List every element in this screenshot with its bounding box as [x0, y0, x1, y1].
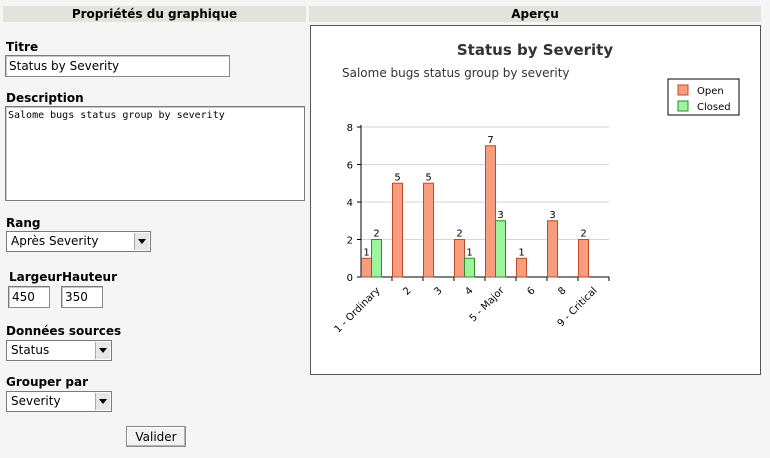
data-label: 1	[363, 247, 369, 258]
legend-label-closed: Closed	[697, 102, 731, 113]
rank-label: Rang	[6, 216, 41, 230]
legend-swatch-closed	[677, 100, 689, 112]
data-label: 3	[497, 210, 503, 221]
preview-header: Aperçu	[309, 6, 761, 22]
data-label: 1	[466, 247, 472, 258]
source-data-label: Données sources	[6, 324, 122, 338]
chevron-down-icon[interactable]	[134, 233, 149, 250]
description-textarea[interactable]: Salome bugs status group by severity	[5, 106, 305, 201]
data-label: 2	[373, 229, 379, 240]
bar-open	[392, 182, 403, 278]
title-label: Titre	[6, 40, 39, 54]
group-by-label: Grouper par	[6, 375, 88, 389]
y-tick-label: 6	[347, 161, 353, 172]
y-tick-label: 2	[347, 236, 353, 247]
bar-closed	[495, 220, 506, 278]
group-by-select[interactable]: Severity	[6, 391, 112, 412]
legend-label-open: Open	[697, 86, 724, 97]
data-label: 7	[487, 135, 493, 146]
data-label: 1	[518, 247, 524, 258]
x-tick-label: 1 - Ordinary	[333, 285, 383, 335]
x-tick-label: 3	[432, 285, 444, 297]
chart-preview: Status by Severity Salome bugs status gro…	[310, 25, 761, 375]
source-data-select[interactable]: Status	[6, 340, 112, 361]
description-label: Description	[6, 91, 84, 105]
source-data-select-value: Status	[11, 343, 50, 357]
submit-button[interactable]: Valider	[126, 426, 186, 447]
data-label: 5	[425, 172, 431, 183]
x-tick-label: 6	[525, 285, 537, 297]
chevron-down-icon[interactable]	[95, 342, 110, 359]
bar-closed	[371, 239, 382, 278]
chart: Status by Severity Salome bugs status gro…	[333, 41, 740, 335]
rank-select-value: Après Severity	[11, 234, 99, 248]
bar-open	[361, 257, 372, 278]
bar-open	[485, 145, 496, 278]
y-tick-label: 8	[347, 123, 353, 134]
rank-select[interactable]: Après Severity	[6, 231, 151, 252]
x-tick-label: 2	[401, 285, 413, 297]
x-tick-label: 5 - Major	[468, 285, 508, 325]
x-tick-label: 4	[463, 285, 475, 297]
bar-closed	[464, 257, 475, 278]
bar-open	[516, 257, 527, 278]
width-label: Largeur	[9, 270, 62, 284]
y-tick-label: 0	[347, 273, 353, 284]
properties-header: Propriétés du graphique	[3, 6, 306, 22]
height-label: Hauteur	[62, 270, 118, 284]
data-label: 3	[549, 210, 555, 221]
data-label: 5	[394, 172, 400, 183]
x-tick-label: 8	[556, 285, 568, 297]
width-input[interactable]: 450	[8, 286, 50, 308]
bar-open	[578, 239, 589, 278]
chart-subtitle: Salome bugs status group by severity	[342, 66, 570, 80]
y-tick-label: 4	[347, 198, 353, 209]
data-label: 2	[456, 229, 462, 240]
bar-open	[454, 239, 465, 278]
legend-swatch-open	[677, 84, 689, 96]
title-input[interactable]: Status by Severity	[5, 55, 230, 77]
bar-open	[423, 182, 434, 278]
bar-open	[547, 220, 558, 278]
chart-title: Status by Severity	[457, 41, 613, 59]
height-input[interactable]: 350	[61, 286, 103, 308]
data-label: 2	[580, 229, 586, 240]
chevron-down-icon[interactable]	[95, 393, 110, 410]
group-by-select-value: Severity	[11, 394, 61, 408]
